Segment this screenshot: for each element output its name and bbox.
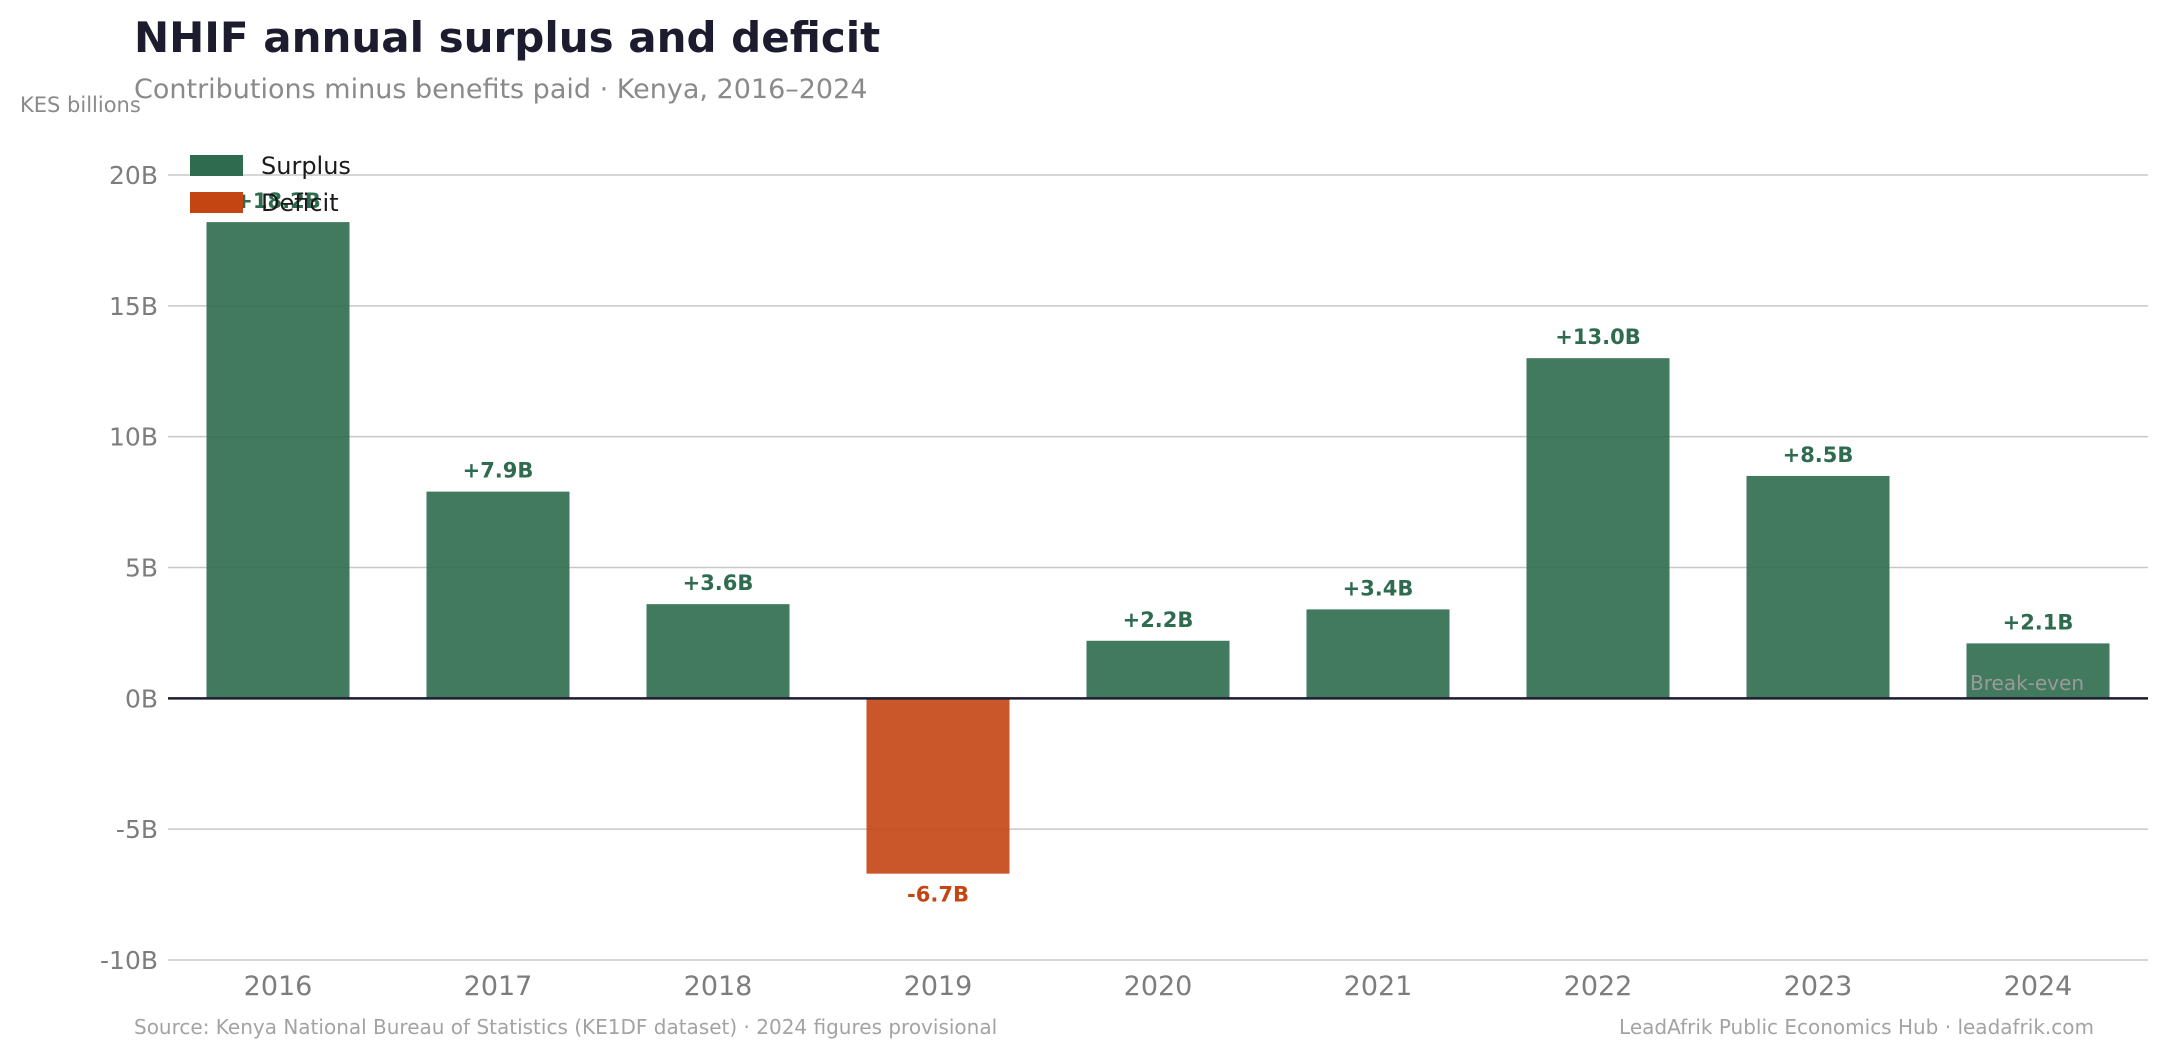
y-tick-label: 15B: [109, 292, 158, 321]
legend-swatch-surplus: [190, 155, 243, 176]
bar-2020: [1086, 640, 1230, 699]
y-tick-label: 0B: [125, 684, 158, 713]
credit-note: LeadAfrik Public Economics Hub · leadafr…: [1619, 1015, 2094, 1039]
bar-2023: [1746, 475, 1890, 699]
bar-2018: [646, 604, 790, 699]
value-label-2024: +2.1B: [2003, 610, 2074, 634]
value-labels: +18.2B +7.9B +3.6B -6.7B +2.2B +3.4B +13.0B +8.…: [235, 189, 2073, 907]
y-axis-label: KES billions: [20, 93, 141, 117]
bar-2019: [866, 698, 1010, 874]
x-tick-label-2020: 2020: [1124, 971, 1193, 1002]
legend-label-deficit: Deficit: [261, 189, 339, 217]
y-tick-label: 20B: [109, 161, 158, 190]
bars: [206, 222, 2110, 874]
bar-2021: [1306, 609, 1450, 699]
y-tick-label: 10B: [109, 423, 158, 452]
source-note: Source: Kenya National Bureau of Statist…: [134, 1015, 997, 1039]
bar-2017: [426, 491, 570, 699]
y-tick-label: -5B: [116, 815, 158, 844]
x-tick-label-2017: 2017: [464, 971, 533, 1002]
value-label-2019: -6.7B: [907, 883, 969, 907]
value-label-2021: +3.4B: [1343, 576, 1414, 600]
x-tick-label-2023: 2023: [1784, 971, 1853, 1002]
chart-subtitle: Contributions minus benefits paid · Keny…: [134, 74, 867, 105]
value-label-2016: +18.2B: [235, 189, 320, 213]
value-label-2017: +7.9B: [463, 459, 534, 483]
value-label-2018: +3.6B: [683, 571, 754, 595]
x-tick-label-2018: 2018: [684, 971, 753, 1002]
legend: Surplus Deficit: [190, 152, 351, 217]
x-tick-label-2021: 2021: [1344, 971, 1413, 1002]
value-label-2023: +8.5B: [1783, 443, 1854, 467]
value-label-2020: +2.2B: [1123, 608, 1194, 632]
legend-label-surplus: Surplus: [261, 152, 351, 180]
x-tick-label-2016: 2016: [244, 971, 313, 1002]
y-axis-ticks: 20B 15B 10B 5B 0B -5B -10B: [100, 161, 158, 975]
x-axis-ticks: 2016 2017 2018 2019 2020 2021 2022 2023 2024: [244, 971, 2073, 1002]
break-even-annotation: Break-even: [1970, 671, 2084, 695]
x-tick-label-2022: 2022: [1564, 971, 1633, 1002]
bar-2024: [1966, 643, 2110, 699]
y-tick-label: 5B: [125, 554, 158, 583]
x-tick-label-2024: 2024: [2004, 971, 2073, 1002]
bar-2016: [206, 222, 350, 699]
legend-swatch-deficit: [190, 192, 243, 213]
bar-2022: [1526, 358, 1670, 699]
x-tick-label-2019: 2019: [904, 971, 973, 1002]
y-tick-label: -10B: [100, 946, 158, 975]
chart-title: NHIF annual surplus and deficit: [134, 13, 880, 62]
value-label-2022: +13.0B: [1555, 325, 1640, 349]
